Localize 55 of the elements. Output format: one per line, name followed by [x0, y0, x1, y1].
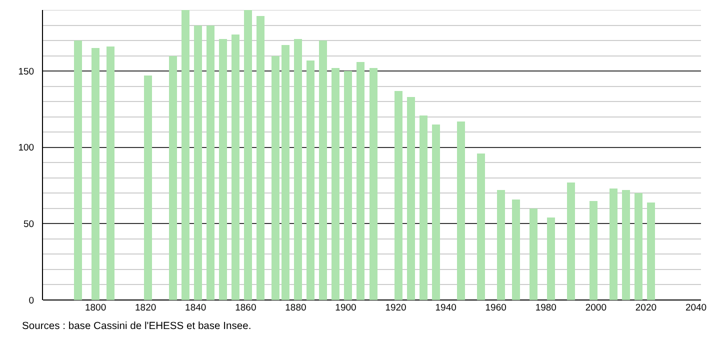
x-tick-label: 2020 — [635, 302, 657, 314]
y-tick-label: 150 — [18, 66, 34, 78]
bar — [369, 68, 378, 300]
bar — [282, 45, 290, 300]
x-tick-label: 1840 — [185, 302, 206, 314]
bar — [144, 76, 152, 300]
bar — [344, 71, 352, 300]
bar — [476, 153, 485, 300]
x-tick-label: 1800 — [84, 302, 106, 314]
x-tick-label: 1980 — [535, 302, 556, 314]
bar — [512, 199, 520, 300]
bar — [622, 190, 630, 300]
bar — [74, 40, 82, 300]
bar — [456, 121, 465, 300]
bar — [394, 90, 402, 300]
bar — [106, 46, 115, 300]
bar — [566, 182, 575, 300]
x-tick-label: 1940 — [435, 302, 456, 314]
x-tick-label: 1820 — [135, 302, 156, 314]
bar — [306, 60, 315, 300]
bar — [419, 115, 428, 300]
x-tick-label: 1920 — [385, 302, 406, 314]
x-tick-label: 1860 — [235, 302, 256, 314]
x-tick-label: 1960 — [485, 302, 506, 314]
bar — [169, 56, 178, 300]
bar — [256, 16, 265, 300]
x-tick-label: 1900 — [335, 302, 356, 314]
bar — [609, 188, 618, 300]
bar — [496, 190, 505, 300]
bar — [529, 208, 538, 300]
x-tick-label: 2000 — [585, 302, 606, 314]
bar — [432, 124, 440, 300]
y-tick-label: 50 — [24, 219, 34, 230]
x-tick-label: 2040 — [685, 302, 707, 314]
bar — [219, 39, 228, 300]
bar — [646, 202, 655, 300]
source-note: Sources : base Cassini de l'EHESS et base Insee. — [22, 321, 252, 332]
bar — [406, 97, 415, 300]
y-tick-label: 100 — [18, 142, 34, 154]
x-tick-label: 1880 — [285, 302, 306, 314]
bar — [194, 25, 202, 300]
bar — [272, 56, 280, 300]
bar — [319, 40, 328, 300]
bar — [294, 39, 302, 300]
bar — [182, 10, 190, 300]
y-tick-label: 0 — [28, 295, 34, 306]
bar — [589, 200, 598, 300]
bar — [244, 10, 252, 300]
bar — [232, 34, 240, 300]
bar — [92, 48, 100, 300]
bar — [206, 25, 215, 300]
bar — [546, 218, 555, 300]
bar — [356, 62, 365, 300]
bar — [332, 68, 340, 300]
bar — [634, 193, 642, 300]
